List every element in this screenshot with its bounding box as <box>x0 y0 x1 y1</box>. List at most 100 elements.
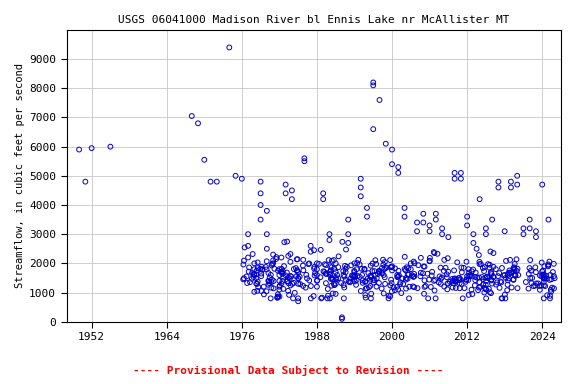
Point <box>342 277 351 283</box>
Point <box>364 270 373 276</box>
Point <box>537 260 546 266</box>
Point <box>401 275 411 281</box>
Point <box>360 266 369 272</box>
Point <box>431 211 441 217</box>
Point <box>314 261 324 267</box>
Point <box>443 280 452 286</box>
Point <box>513 182 522 188</box>
Point <box>486 269 495 275</box>
Point <box>460 285 469 291</box>
Point <box>356 193 365 199</box>
Point <box>289 280 298 286</box>
Point <box>231 173 240 179</box>
Point <box>244 268 253 275</box>
Point <box>331 260 340 266</box>
Point <box>547 285 556 291</box>
Point <box>269 278 278 284</box>
Point <box>381 265 390 271</box>
Point <box>328 276 337 282</box>
Point <box>507 270 516 276</box>
Point <box>378 257 388 263</box>
Point <box>530 283 540 289</box>
Point <box>413 285 422 291</box>
Point <box>546 287 555 293</box>
Point <box>425 222 434 228</box>
Point <box>492 279 502 285</box>
Point <box>344 278 353 285</box>
Point <box>194 120 203 126</box>
Point <box>358 272 367 278</box>
Point <box>401 276 410 283</box>
Point <box>547 276 556 282</box>
Point <box>340 273 349 280</box>
Point <box>264 280 274 286</box>
Point <box>461 279 470 285</box>
Point <box>242 273 251 280</box>
Point <box>429 278 438 284</box>
Point <box>264 270 273 276</box>
Point <box>485 289 494 295</box>
Point <box>463 214 472 220</box>
Point <box>341 269 350 275</box>
Point <box>305 260 314 266</box>
Point <box>244 243 253 249</box>
Point <box>283 278 292 284</box>
Point <box>339 295 348 301</box>
Point <box>475 285 484 291</box>
Point <box>253 288 262 294</box>
Point <box>316 274 325 280</box>
Point <box>438 225 447 232</box>
Point <box>430 277 439 283</box>
Point <box>283 288 293 294</box>
Point <box>393 274 403 280</box>
Point <box>513 173 522 179</box>
Point <box>237 175 247 182</box>
Point <box>464 266 473 272</box>
Point <box>371 272 380 278</box>
Point <box>275 278 284 284</box>
Point <box>353 273 362 279</box>
Point <box>338 239 347 245</box>
Point <box>395 272 404 278</box>
Point <box>425 255 434 261</box>
Point <box>482 274 491 280</box>
Point <box>273 291 282 297</box>
Point <box>245 279 255 285</box>
Point <box>513 266 522 272</box>
Point <box>367 268 377 274</box>
Point <box>509 265 518 271</box>
Point <box>471 277 480 283</box>
Point <box>396 279 405 285</box>
Point <box>448 285 457 291</box>
Point <box>494 179 503 185</box>
Point <box>533 280 543 286</box>
Point <box>448 276 457 282</box>
Point <box>506 269 516 275</box>
Point <box>264 278 274 284</box>
Point <box>277 269 286 275</box>
Point <box>267 276 276 283</box>
Point <box>539 271 548 278</box>
Point <box>502 258 511 264</box>
Point <box>394 268 403 274</box>
Point <box>250 266 259 272</box>
Point <box>372 261 381 267</box>
Point <box>485 262 494 268</box>
Point <box>252 281 262 287</box>
Point <box>262 246 271 252</box>
Point <box>489 264 498 270</box>
Point <box>454 275 464 281</box>
Point <box>259 291 268 297</box>
Point <box>491 266 501 272</box>
Point <box>349 273 358 279</box>
Point <box>468 266 478 273</box>
Point <box>500 228 509 234</box>
Point <box>404 284 414 290</box>
Point <box>403 276 412 282</box>
Point <box>401 267 410 273</box>
Point <box>431 217 441 223</box>
Point <box>385 257 395 263</box>
Point <box>247 276 256 282</box>
Point <box>340 285 349 291</box>
Point <box>537 282 546 288</box>
